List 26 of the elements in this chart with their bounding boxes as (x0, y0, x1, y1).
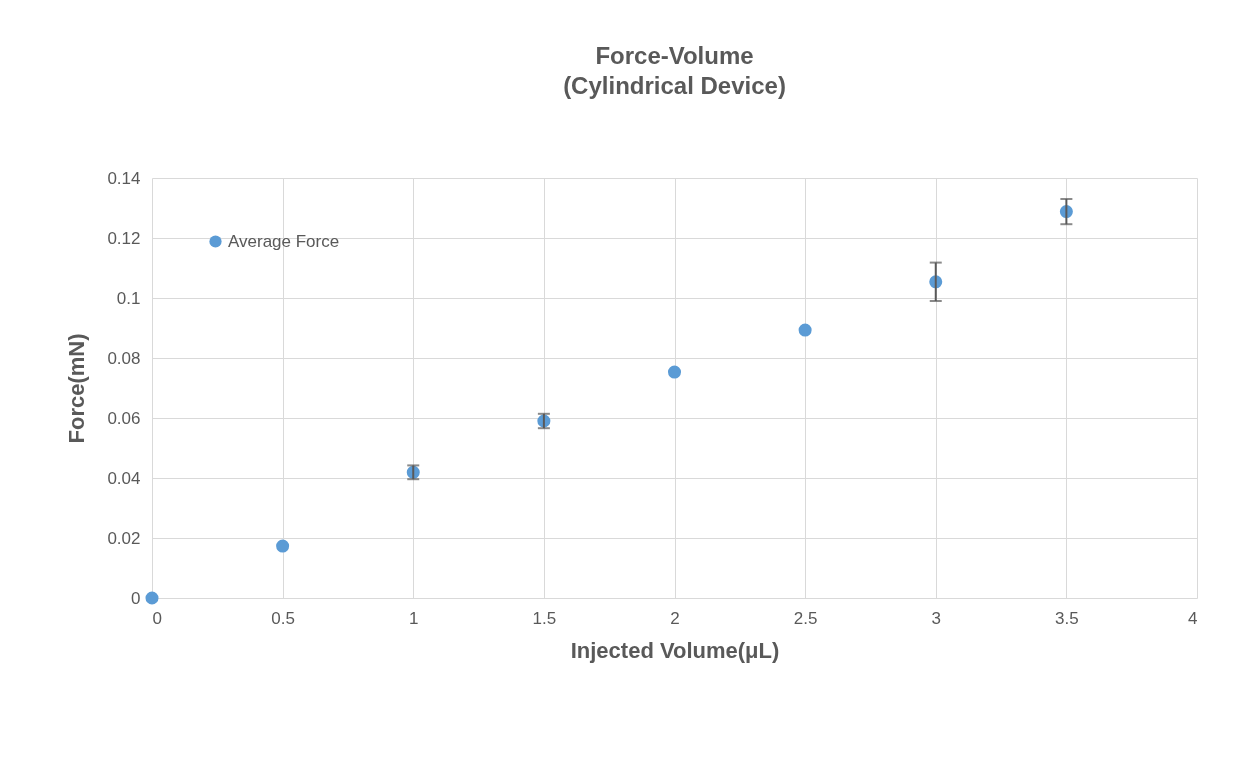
x-tick-label: 3.5 (1055, 608, 1079, 628)
chart-title: Force-Volume (595, 42, 754, 69)
x-tick-label: 2 (670, 608, 680, 628)
x-tick-label: 1 (409, 608, 419, 628)
point (798, 323, 812, 337)
point (276, 539, 290, 553)
y-tick-label: 0.14 (107, 168, 141, 188)
x-axis-title: Injected Volume(μL) (570, 637, 780, 663)
x-tick-label: 4 (1188, 608, 1198, 628)
point (667, 365, 682, 379)
y-tick-label: 0.02 (107, 528, 141, 548)
x-tick-label: 2.5 (793, 608, 818, 628)
y-tick-label: 0 (131, 588, 141, 608)
x-tick-label: 0.5 (271, 608, 295, 628)
y-tick-label: 0.04 (107, 468, 141, 488)
legend-label: Average Force (228, 231, 340, 251)
x-tick-label: 3 (931, 608, 941, 628)
y-tick-label: 0.1 (116, 288, 141, 308)
point (145, 591, 159, 605)
y-tick-label: 0.12 (107, 228, 141, 248)
x-tick-label: 1.5 (532, 608, 557, 628)
chart-subtitle: (Cylindrical Device) (563, 72, 786, 99)
x-tick-label: 0 (152, 608, 162, 628)
y-tick-label: 0.08 (107, 348, 141, 368)
y-axis-title: Force(mN) (64, 333, 90, 444)
y-tick-label: 0.06 (107, 408, 141, 428)
